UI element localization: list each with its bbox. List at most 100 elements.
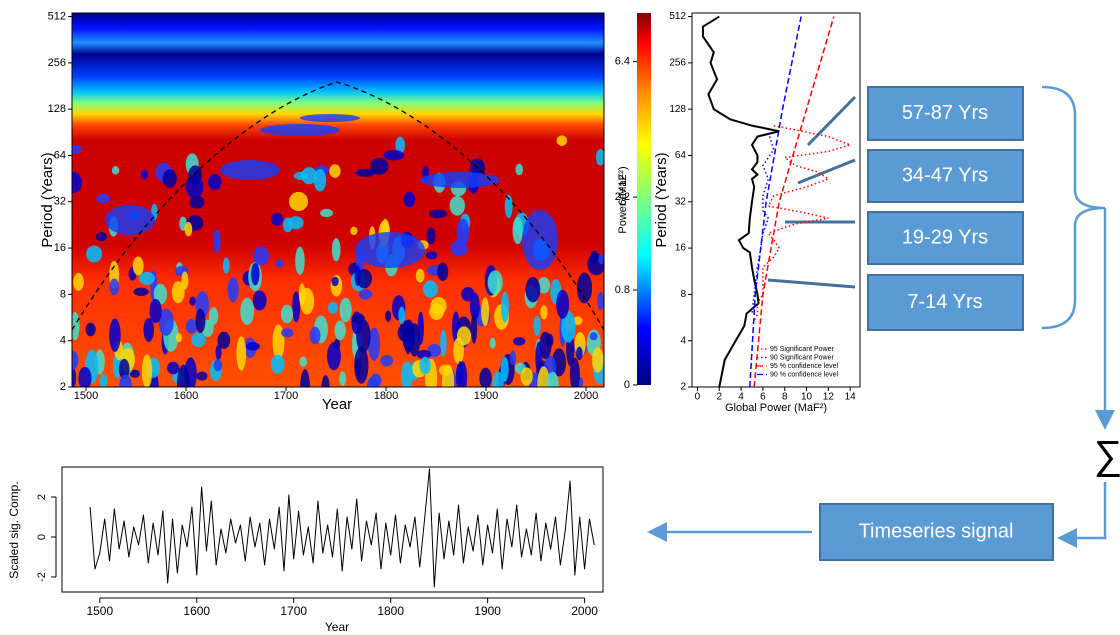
box-label: 57-87 Yrs (902, 102, 988, 124)
box-label: 19-29 Yrs (902, 226, 988, 248)
spectrum-texture (420, 172, 500, 188)
band-boxes: 57-87 Yrs 34-47 Yrs 19-29 Yrs 7-14 Yrs (867, 86, 1024, 331)
wavelet-spectrum (72, 13, 604, 387)
spectrum-texture (96, 193, 110, 204)
plot-frame (71, 12, 605, 388)
spectrum-texture (313, 168, 327, 192)
plot-frame (61, 466, 604, 593)
spectrum-texture (456, 218, 470, 246)
x-tick-label: 2000 (574, 390, 598, 402)
signal-box: Timeseries signal (819, 503, 1054, 561)
legend-label: 95 % confidence level (770, 363, 839, 370)
spectrum-texture (576, 272, 593, 304)
spectrum-texture (520, 367, 533, 386)
arrow (1057, 482, 1107, 548)
box (867, 149, 1024, 203)
spectrum-texture (423, 280, 438, 298)
y-axis-label: Period (Years) (653, 152, 670, 247)
box-label: 34-47 Yrs (902, 164, 988, 186)
spectrum-texture (281, 328, 294, 338)
spectrum-texture (189, 195, 205, 209)
spectrum-texture (138, 271, 155, 285)
spectrum-texture (188, 165, 202, 185)
spectrum-texture (171, 281, 185, 304)
power-line (753, 16, 835, 388)
power-line (751, 132, 775, 314)
spectrum-texture (329, 164, 341, 178)
spectrum-texture (111, 166, 120, 175)
spectrum-texture (417, 311, 424, 345)
spectrum-texture (189, 296, 196, 306)
spectrum-texture (598, 253, 604, 265)
spectrum-texture (240, 297, 255, 326)
legend-label: 95 Significant Power (770, 346, 834, 353)
box-label: 7-14 Yrs (907, 291, 982, 313)
x-tick-label: 2000 (571, 604, 598, 618)
spectrum-texture (419, 356, 431, 375)
x-tick-label: 12 (823, 392, 835, 403)
spectrum-texture (272, 324, 285, 360)
x-tick-label: 2 (716, 392, 722, 403)
spectrum-texture (96, 232, 108, 242)
spectrum-texture (245, 342, 260, 351)
y-axis-label: Period (Years) (39, 152, 56, 247)
spectrum-texture (288, 191, 309, 212)
spectrum-texture (561, 310, 576, 343)
x-axis-label: Global Power (MaF²) (725, 402, 827, 414)
y-tick-label: 64 (675, 150, 687, 161)
spectrum-texture (321, 375, 330, 387)
x-tick-label: 8 (782, 392, 788, 403)
spectrum-texture (339, 371, 347, 386)
power-line (749, 16, 802, 388)
power-line (751, 124, 853, 327)
spectrum-texture (236, 336, 247, 371)
y-tick-label: 4 (60, 335, 66, 347)
spectrum-texture (72, 311, 80, 341)
y-tick-label: 2 (36, 494, 48, 500)
colorbar-tick-label: 6.4 (615, 56, 630, 68)
colorbar-tick-label: 2.2 (615, 191, 630, 203)
spectrum-texture (525, 276, 541, 303)
spectrum-texture (270, 354, 285, 374)
plot-frame (691, 12, 861, 388)
spectrum-texture (592, 347, 604, 373)
spectrum-texture (141, 354, 153, 387)
spectrum-texture (415, 268, 425, 283)
x-tick-label: 1500 (86, 604, 113, 618)
spectrum-texture (213, 359, 223, 372)
spectrum-texture (370, 157, 389, 175)
spectrum-texture (252, 290, 267, 311)
spectrum-texture (515, 163, 524, 176)
spectrum-texture (533, 315, 541, 336)
spectrum-texture (275, 259, 284, 268)
y-tick-label: 64 (54, 149, 66, 161)
box (867, 211, 1024, 265)
spectrum-texture (556, 289, 570, 319)
spectrum-texture (370, 373, 382, 387)
x-tick-label: 1900 (474, 604, 501, 618)
spectrum-texture (99, 374, 108, 387)
spectrum-texture (251, 262, 260, 286)
spectrum-texture (86, 245, 103, 263)
spectrum-texture (292, 291, 301, 323)
colorbar-scale-note: 6e+12 (617, 175, 629, 206)
spectrum-texture (537, 277, 551, 294)
spectrum-texture (109, 318, 121, 352)
spectrum-texture (416, 349, 432, 359)
spectrum-texture (479, 367, 492, 387)
connector (806, 95, 857, 147)
spectrum-texture (367, 327, 381, 361)
spectrum-texture (355, 232, 425, 268)
spectrum-texture (457, 361, 464, 386)
spectrum-texture (295, 246, 305, 275)
spectrum-texture (500, 356, 509, 382)
spectrum-texture (327, 301, 338, 314)
spectrum-texture (331, 238, 341, 262)
y-tick-label: 16 (675, 243, 687, 254)
spectrum-texture (597, 291, 604, 311)
spectrum-texture (288, 216, 304, 230)
spectrum-texture (196, 371, 208, 381)
spectrum-texture (208, 307, 219, 325)
legend-label: 90 Significant Power (770, 354, 834, 361)
x-tick-label: 0 (695, 392, 701, 403)
